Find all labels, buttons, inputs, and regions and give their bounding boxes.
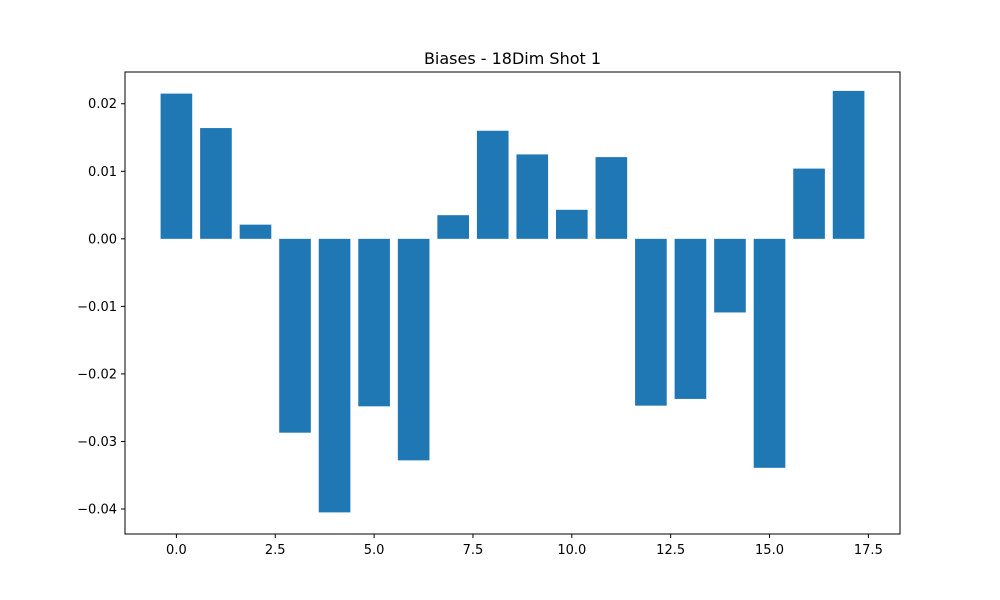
y-tick-label: −0.03 (77, 435, 117, 450)
bar-14 (714, 238, 746, 313)
bar-11 (595, 157, 628, 239)
y-tick-label: 0.00 (88, 232, 117, 247)
x-tick-label: 2.5 (265, 543, 286, 558)
bar-8 (476, 130, 509, 239)
x-tick-label: 7.5 (463, 543, 484, 558)
x-tick-label: 12.5 (656, 543, 685, 558)
bar-17 (832, 90, 865, 239)
y-tick-label: 0.01 (88, 165, 117, 180)
bar-2 (239, 224, 272, 239)
chart-title: Biases - 18Dim Shot 1 (424, 49, 601, 68)
bar-5 (358, 238, 390, 407)
x-tick-label: 0.0 (166, 543, 187, 558)
x-tick-label: 5.0 (364, 543, 385, 558)
x-tick-label: 15.0 (755, 543, 784, 558)
y-tick-label: −0.02 (77, 367, 117, 382)
bars-group (160, 90, 865, 513)
bar-1 (200, 128, 232, 239)
y-tick-label: −0.01 (77, 300, 117, 315)
plot-area-frame (124, 71, 901, 535)
x-tick-label: 17.5 (854, 543, 883, 558)
bar-4 (318, 238, 351, 513)
bar-13 (674, 238, 707, 399)
bar-10 (555, 209, 588, 239)
bar-3 (279, 238, 311, 433)
bar-0 (160, 93, 193, 239)
bar-7 (437, 215, 469, 239)
bar-15 (753, 238, 786, 468)
y-axis: −0.04 −0.03 −0.02 −0.01 0.00 0.01 0.02 (77, 97, 125, 518)
bar-16 (793, 168, 825, 239)
y-tick-label: 0.02 (88, 97, 117, 112)
bar-9 (516, 154, 549, 239)
y-tick-label: −0.04 (77, 503, 117, 518)
bar-6 (397, 238, 430, 461)
bar-12 (635, 238, 667, 406)
x-axis: 0.0 2.5 5.0 7.5 10.0 12.5 15.0 17.5 (166, 534, 883, 558)
x-tick-label: 10.0 (557, 543, 586, 558)
